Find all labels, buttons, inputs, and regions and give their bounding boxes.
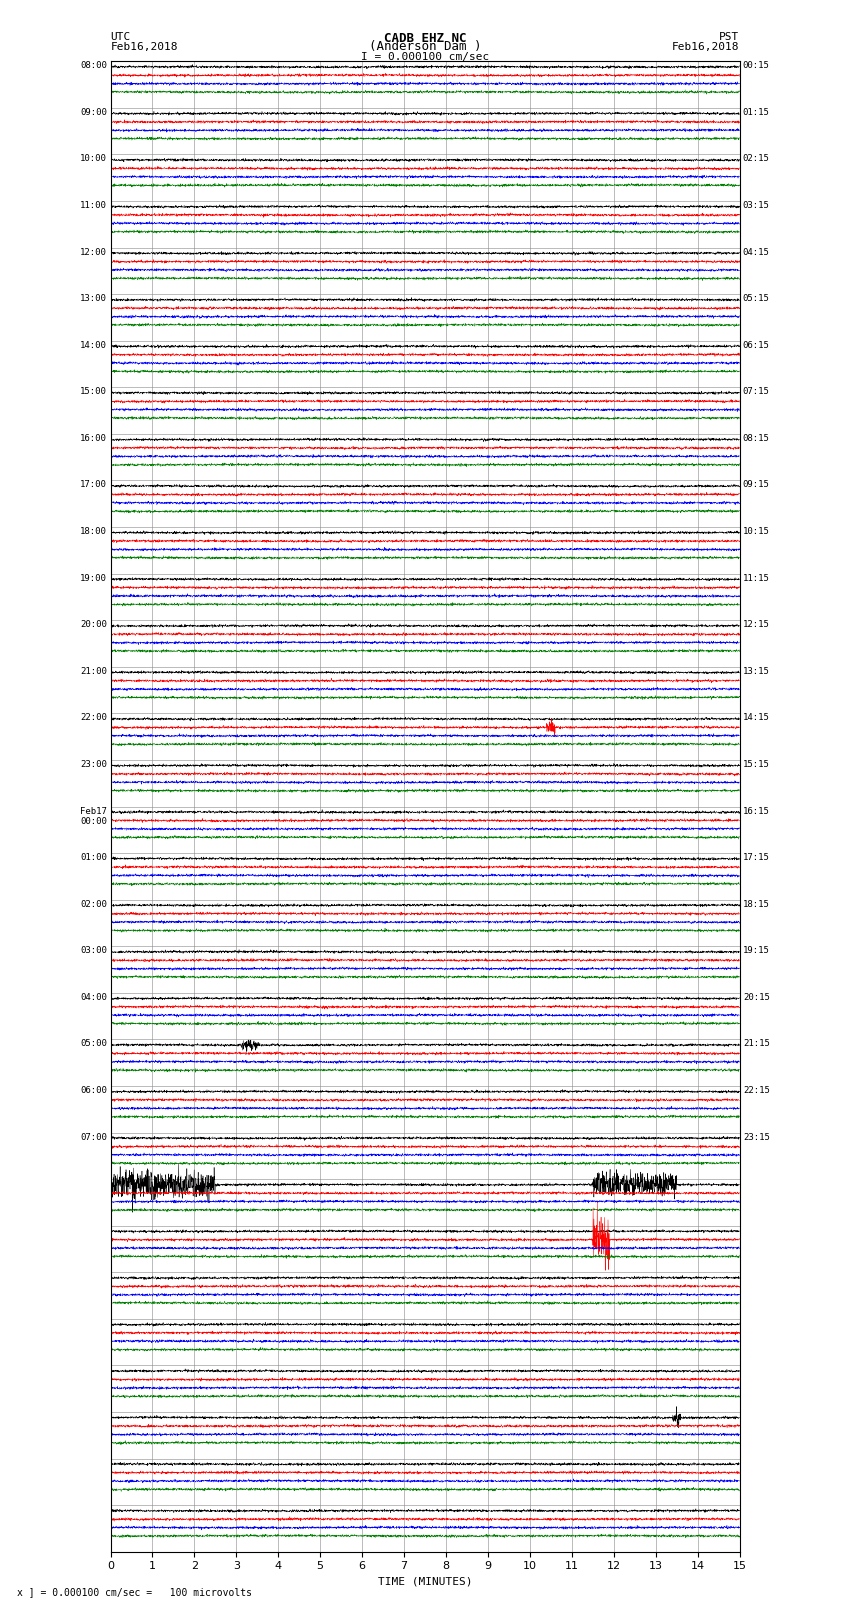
Text: 04:15: 04:15 [743, 248, 770, 256]
Text: 05:15: 05:15 [743, 294, 770, 303]
Text: 01:15: 01:15 [743, 108, 770, 116]
Text: 03:15: 03:15 [743, 202, 770, 210]
Text: 20:15: 20:15 [743, 994, 770, 1002]
Text: CADB EHZ NC: CADB EHZ NC [383, 32, 467, 45]
Text: 07:15: 07:15 [743, 387, 770, 397]
Text: 12:15: 12:15 [743, 621, 770, 629]
Text: 10:00: 10:00 [80, 155, 107, 163]
Text: (Anderson Dam ): (Anderson Dam ) [369, 40, 481, 53]
Text: 14:00: 14:00 [80, 340, 107, 350]
Text: 20:00: 20:00 [80, 621, 107, 629]
Text: PST: PST [719, 32, 740, 42]
Text: Feb17: Feb17 [80, 806, 107, 816]
Text: 16:15: 16:15 [743, 806, 770, 816]
Text: 12:00: 12:00 [80, 248, 107, 256]
Text: 13:00: 13:00 [80, 294, 107, 303]
Text: 18:15: 18:15 [743, 900, 770, 908]
Text: 14:15: 14:15 [743, 713, 770, 723]
Text: 19:15: 19:15 [743, 947, 770, 955]
Text: 08:00: 08:00 [80, 61, 107, 71]
Text: Feb16,2018: Feb16,2018 [672, 42, 740, 52]
Text: 07:00: 07:00 [80, 1132, 107, 1142]
X-axis label: TIME (MINUTES): TIME (MINUTES) [377, 1578, 473, 1587]
Text: I = 0.000100 cm/sec: I = 0.000100 cm/sec [361, 52, 489, 61]
Text: UTC: UTC [110, 32, 131, 42]
Text: 05:00: 05:00 [80, 1039, 107, 1048]
Text: 23:15: 23:15 [743, 1132, 770, 1142]
Text: 06:00: 06:00 [80, 1086, 107, 1095]
Text: 22:00: 22:00 [80, 713, 107, 723]
Text: 02:15: 02:15 [743, 155, 770, 163]
Text: 09:00: 09:00 [80, 108, 107, 116]
Text: 22:15: 22:15 [743, 1086, 770, 1095]
Text: 15:00: 15:00 [80, 387, 107, 397]
Text: 18:00: 18:00 [80, 527, 107, 536]
Text: 06:15: 06:15 [743, 340, 770, 350]
Text: 11:00: 11:00 [80, 202, 107, 210]
Text: 13:15: 13:15 [743, 666, 770, 676]
Text: 23:00: 23:00 [80, 760, 107, 769]
Text: 17:00: 17:00 [80, 481, 107, 489]
Text: 21:15: 21:15 [743, 1039, 770, 1048]
Text: x ] = 0.000100 cm/sec =   100 microvolts: x ] = 0.000100 cm/sec = 100 microvolts [17, 1587, 252, 1597]
Text: 01:00: 01:00 [80, 853, 107, 861]
Text: 00:15: 00:15 [743, 61, 770, 71]
Text: 21:00: 21:00 [80, 666, 107, 676]
Text: 16:00: 16:00 [80, 434, 107, 444]
Text: 17:15: 17:15 [743, 853, 770, 861]
Text: 09:15: 09:15 [743, 481, 770, 489]
Text: 11:15: 11:15 [743, 574, 770, 582]
Text: 00:00: 00:00 [80, 816, 107, 826]
Text: 10:15: 10:15 [743, 527, 770, 536]
Text: 02:00: 02:00 [80, 900, 107, 908]
Text: 15:15: 15:15 [743, 760, 770, 769]
Text: 04:00: 04:00 [80, 994, 107, 1002]
Text: Feb16,2018: Feb16,2018 [110, 42, 178, 52]
Text: 03:00: 03:00 [80, 947, 107, 955]
Text: 08:15: 08:15 [743, 434, 770, 444]
Text: 19:00: 19:00 [80, 574, 107, 582]
